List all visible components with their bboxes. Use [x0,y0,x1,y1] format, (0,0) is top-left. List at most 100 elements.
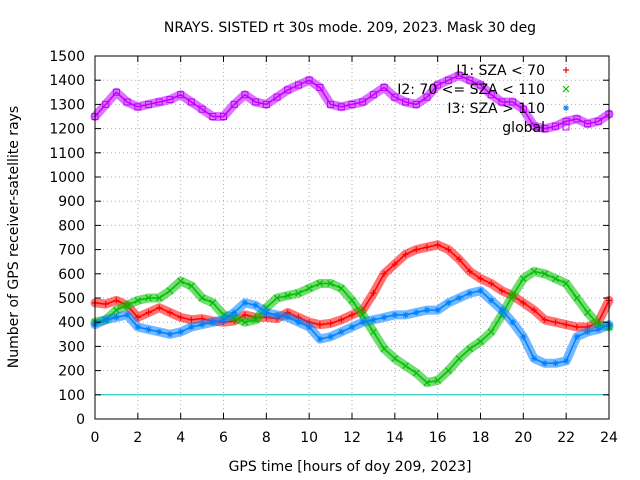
series-i3-point [188,324,195,331]
series-global-point [584,120,592,128]
series-i2-point [155,294,163,302]
series-i2-point [359,311,367,319]
series-i2-point [487,328,495,336]
series-i3-point [199,321,206,328]
series-i3-point [241,299,248,306]
series-global-point [444,76,452,84]
series-i2-point [241,318,249,326]
series-i1-point [156,304,163,311]
series-global-point [198,105,206,113]
series-i1-point [381,270,388,277]
series-global-point [230,100,238,108]
y-tick-label: 1200 [49,122,85,138]
series-i2-point [327,280,335,287]
series-global-point [294,81,302,89]
series-i2-point [562,280,570,287]
series-i3-point [166,331,173,338]
series-i3-point [413,309,420,316]
series-i3-point [359,319,366,326]
series-global-point [241,91,249,99]
series-global-point [573,115,581,123]
series-i2-point [209,299,217,307]
series-global-point [273,93,281,101]
series-global-point [551,122,559,130]
legend-label: global [502,120,545,136]
series-i3-point [498,307,505,314]
series-i1-point [423,244,430,251]
y-tick-label: 1400 [49,73,85,89]
series-i3-point [434,307,441,314]
series-i2-point [530,267,538,275]
series-i1-point [563,321,570,328]
series-i3-point [584,328,591,335]
series-i3-point [402,311,409,318]
chart-title: NRAYS. SISTED rt 30s mode. 209, 2023. Ma… [164,20,536,36]
series-global-point [327,100,335,108]
series-i3-point [488,297,495,304]
legend-marker [562,123,570,131]
y-tick-label: 1300 [49,97,85,113]
series-global-point [155,98,163,106]
series-global-point [348,100,356,108]
series-global-line [94,74,610,130]
legend-label: I2: 70 <= SZA < 110 [397,82,545,98]
series-i1-point [391,261,398,268]
series-i1-point [520,299,527,306]
y-tick-label: 400 [58,315,85,331]
x-tick-label: 24 [600,430,618,446]
x-tick-label: 18 [472,430,490,446]
series-i1-point [241,311,248,318]
series-i3-point [113,314,120,321]
series-global-point [102,100,110,108]
x-tick-label: 10 [300,430,318,446]
series-i2-point [348,296,356,304]
series-i3-point [102,316,109,323]
series-i3-point [573,333,580,340]
series-i1-point [316,321,323,328]
series-global-point [359,98,367,106]
y-tick-label: 100 [58,388,85,404]
series-i3-point [541,360,548,367]
series-global-point [594,117,602,125]
series-i1-point [498,287,505,294]
series-i3-point [445,299,452,306]
series-global-point [466,76,474,84]
series-i2-point [284,292,292,300]
series-global-point [519,105,527,113]
series-i2-point [444,367,452,375]
series-global-point [412,100,420,108]
series-i2-point [112,306,120,314]
x-tick-label: 14 [386,430,404,446]
series-i1-point [177,314,184,321]
series-i2-point [380,345,388,353]
series-i1-point [477,275,484,282]
y-tick-label: 1500 [49,49,85,65]
series-i3-point [252,302,259,309]
series-global-point [337,103,345,111]
series-i3-point [231,309,238,316]
series-global-point [530,122,538,130]
series-i3-point [423,307,430,314]
series-i3-point [349,324,355,331]
series-i1-point [102,301,109,308]
series-i3-point [477,287,484,294]
legend: I1: SZA < 70 I2: 70 <= SZA < 110 I3: SZA >… [397,63,570,136]
series-i3-point [306,324,313,331]
series-global-point [434,81,442,89]
series-global-point [112,88,120,96]
series-i1-point [134,314,141,321]
legend-marker [562,85,570,93]
series-i3-point [327,333,334,340]
series-i3-point [595,326,602,333]
series-i2-point [316,280,324,287]
series-i2-point [123,301,131,309]
series-i3-point [520,333,527,340]
y-tick-label: 900 [58,194,85,210]
series-i2-point [477,338,484,345]
series-i3-point [156,328,163,335]
series-i3-point [274,311,281,318]
series-global-point [509,98,517,106]
x-tick-label: 22 [557,430,575,446]
legend-marker [563,105,569,111]
